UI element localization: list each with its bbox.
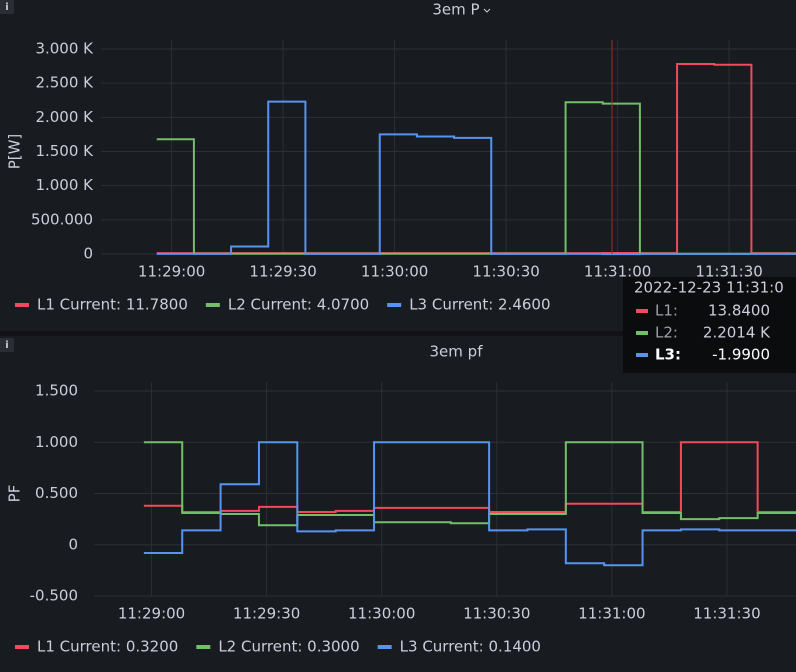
tooltip-value: 13.8400	[708, 302, 770, 320]
tooltip-time: 2022-12-23 11:31:0	[634, 279, 784, 297]
legend-label: L1 Current: 11.7800	[37, 296, 188, 314]
charts: 3em P P[W] 0 500.000 1.000 K 1.500 K 2.000 K 2.…	[6, 1, 796, 656]
legend-label: L3 Current: 0.1400	[400, 638, 541, 656]
panel-title: 3em pf	[430, 343, 484, 361]
y-tick-label: -0.500	[30, 587, 78, 605]
panel-title: 3em P	[432, 1, 479, 19]
x-tick-label: 11:30:00	[348, 605, 415, 623]
legend-label: L2 Current: 4.0700	[228, 296, 369, 314]
y-tick-label: 1.000	[35, 433, 78, 451]
legend-label: L1 Current: 0.3200	[37, 638, 178, 656]
tooltip-box	[623, 277, 796, 373]
y-tick-label: 1.000 K	[35, 176, 94, 194]
y-tick-label: 1.500 K	[35, 142, 94, 160]
x-tick-label: 11:29:00	[138, 263, 205, 281]
legend-label: L3 Current: 2.4600	[409, 296, 550, 314]
series-line	[156, 100, 796, 256]
y-tick-label: 0	[83, 245, 93, 263]
x-tick-label: 11:29:30	[249, 263, 316, 281]
series-line	[143, 441, 796, 513]
info-icon-text: i	[5, 2, 8, 13]
y-tick-label: 3.000 K	[35, 40, 94, 58]
y-tick-label: 2.000 K	[35, 108, 94, 126]
tooltip-value: 2.2014 K	[703, 324, 771, 342]
x-tick-label: 11:30:30	[463, 605, 530, 623]
x-tick-label: 11:31:30	[693, 605, 760, 623]
x-tick-label: 11:30:00	[361, 263, 428, 281]
y-axis-label: PF	[6, 485, 24, 503]
series-line	[143, 441, 796, 567]
tooltip-label: L1:	[655, 302, 678, 320]
x-tick-label: 11:31:00	[578, 605, 645, 623]
panel-pf	[0, 336, 796, 672]
info-icon[interactable]	[0, 338, 14, 352]
y-tick-label: 1.500	[35, 382, 78, 400]
info-icon[interactable]	[0, 0, 14, 14]
tooltip-value: -1.9900	[712, 346, 770, 364]
tooltip: 2022-12-23 11:31:0 L1: 13.8400 L2: 2.2014 K L…	[623, 277, 796, 373]
tooltip-label: L2:	[655, 324, 678, 342]
legend-label: L2 Current: 0.3000	[218, 638, 359, 656]
x-tick-label: 11:29:30	[233, 605, 300, 623]
y-tick-label: 2.500 K	[35, 74, 94, 92]
x-tick-label: 11:31:30	[695, 263, 762, 281]
x-tick-label: 11:29:00	[118, 605, 185, 623]
y-tick-label: 500.000	[31, 210, 93, 228]
y-axis-label: P[W]	[6, 134, 24, 170]
x-tick-label: 11:31:00	[584, 263, 651, 281]
info-icon-text: i	[5, 340, 8, 351]
title-chevron	[483, 8, 491, 13]
y-tick-label: 0	[68, 535, 78, 553]
y-tick-label: 0.500	[35, 484, 78, 502]
panel-p	[0, 0, 796, 331]
x-tick-label: 11:30:30	[472, 263, 539, 281]
tooltip-label: L3:	[655, 346, 681, 364]
